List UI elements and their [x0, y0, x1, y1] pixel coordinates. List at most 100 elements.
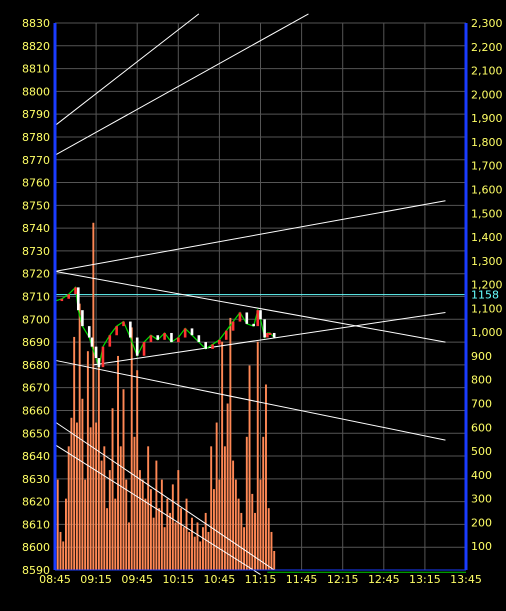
candle — [94, 346, 98, 359]
volume-bar — [199, 541, 202, 570]
volume-bar — [223, 446, 226, 570]
x-tick-label: 13:15 — [409, 573, 441, 586]
y-right-tick-label: 2,100 — [471, 65, 503, 78]
x-tick-label: 10:45 — [204, 573, 236, 586]
price-candles — [54, 286, 276, 368]
y-left-tick-label: 8720 — [22, 268, 50, 281]
volume-bar — [174, 522, 177, 570]
volume-bar — [226, 403, 229, 570]
volume-bar — [245, 436, 248, 570]
candle — [218, 339, 221, 345]
volume-bar — [158, 508, 161, 570]
candle — [190, 328, 194, 336]
y-right-tick-label: 1,700 — [471, 160, 503, 173]
candle — [60, 298, 64, 302]
candle — [224, 330, 228, 340]
candle — [163, 332, 166, 340]
trend-line — [54, 13, 309, 156]
volume-bar — [188, 531, 191, 570]
x-tick-label: 10:15 — [162, 573, 194, 586]
volume-bar — [59, 531, 62, 570]
y-left-tick-label: 8690 — [22, 336, 50, 349]
y-left-tick-label: 8610 — [22, 518, 50, 531]
volume-bar — [259, 479, 262, 570]
y-left-tick-label: 8820 — [22, 40, 50, 53]
candle — [272, 332, 276, 338]
volume-bar — [196, 522, 199, 570]
y-right-tick-label: 600 — [471, 421, 492, 434]
volume-bar — [78, 303, 81, 570]
volume-bar — [152, 517, 155, 570]
x-tick-label: 13:45 — [450, 573, 482, 586]
volume-bar — [136, 370, 139, 570]
volume-bar — [75, 422, 78, 570]
volume-bar — [270, 531, 273, 570]
volume-bar — [171, 484, 174, 570]
candle — [238, 312, 242, 322]
y-left-tick-label: 8730 — [22, 245, 50, 258]
volume-bar — [202, 527, 204, 570]
volume-bar — [106, 508, 109, 570]
candle — [177, 337, 180, 343]
candle — [142, 342, 146, 356]
volume-bar — [117, 355, 119, 570]
volume-bar — [160, 479, 163, 570]
candle — [268, 332, 272, 335]
y-right-tick-label: 1,500 — [471, 207, 503, 220]
volume-bar — [128, 522, 130, 570]
x-tick-label: 09:15 — [80, 573, 112, 586]
x-tick-label: 12:45 — [368, 573, 400, 586]
tick-labels: 8590 8600 8610 8620 8630 8640 8650 8660 8670 8680… — [22, 17, 503, 586]
y-left-tick-label: 8650 — [22, 427, 50, 440]
volume-bar — [182, 527, 185, 570]
volume-bar — [207, 531, 210, 570]
volume-bar — [70, 417, 73, 570]
candle — [197, 335, 201, 343]
volume-bar — [169, 512, 172, 570]
trend-lines — [54, 13, 466, 575]
volume-bar — [166, 498, 169, 570]
candle — [231, 321, 235, 331]
candle — [90, 337, 94, 347]
trend-line — [54, 421, 275, 571]
volume-bar — [56, 479, 59, 570]
y-left-tick-label: 8600 — [22, 541, 50, 554]
volume-bar — [95, 422, 98, 570]
candle — [252, 323, 255, 327]
volume-bar — [254, 512, 256, 570]
candle — [263, 319, 266, 338]
volume-bar — [133, 436, 136, 570]
volume-bar — [180, 508, 182, 570]
y-right-tick-label: 900 — [471, 350, 492, 363]
volume-bar — [141, 479, 144, 570]
trend-line — [54, 270, 446, 343]
volume-bar — [125, 479, 128, 570]
volume-bar — [130, 327, 133, 570]
volume-bar — [262, 436, 265, 570]
candle — [129, 321, 132, 338]
axes — [53, 23, 468, 571]
y-right-tick-label: 100 — [471, 540, 492, 553]
trend-line — [54, 13, 200, 126]
candle — [97, 358, 101, 368]
y-left-tick-label: 8830 — [22, 17, 50, 30]
volume-bar — [191, 517, 193, 570]
y-left-tick-label: 8750 — [22, 199, 50, 212]
volume-bar — [100, 460, 103, 570]
y-right-tick-label: 1,300 — [471, 255, 503, 268]
volume-bar — [86, 351, 89, 570]
y-right-tick-label: 1,800 — [471, 136, 503, 149]
candle — [170, 332, 173, 343]
volume-bar — [251, 493, 254, 570]
x-tick-label: 11:45 — [286, 573, 318, 586]
candle — [122, 321, 125, 327]
y-left-tick-label: 8660 — [22, 404, 50, 417]
y-left-tick-label: 8790 — [22, 108, 50, 121]
volume-bar — [218, 479, 221, 570]
y-right-tick-label: 1,100 — [471, 302, 503, 315]
trend-line — [93, 311, 446, 366]
volume-bar — [243, 527, 246, 570]
volume-bar — [97, 365, 100, 570]
candle — [156, 335, 160, 340]
candle — [211, 344, 214, 349]
